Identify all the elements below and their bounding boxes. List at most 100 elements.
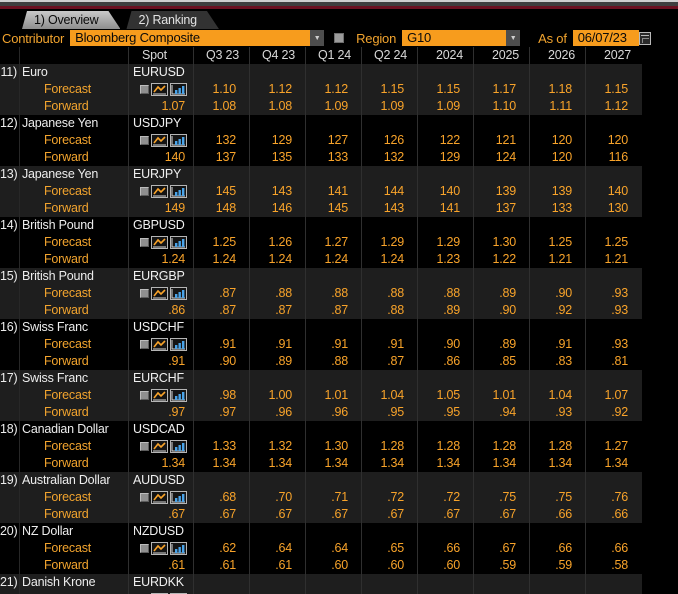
bar-chart-icon[interactable] bbox=[170, 134, 187, 147]
forecast-value: .90 bbox=[529, 285, 585, 302]
forecast-label-cell: Forecast bbox=[0, 234, 128, 251]
region-dropdown-button[interactable]: ▼ bbox=[506, 30, 521, 46]
select-checkbox-icon[interactable] bbox=[334, 33, 345, 43]
select-square-icon[interactable] bbox=[140, 391, 149, 400]
forecast-value: 1.28 bbox=[361, 438, 417, 455]
bar-chart-icon[interactable] bbox=[170, 83, 187, 96]
forecast-label-cell: Forecast bbox=[0, 132, 128, 149]
group-gutter bbox=[0, 353, 20, 370]
forward-value: 132 bbox=[361, 149, 417, 166]
empty-cell bbox=[305, 523, 361, 540]
line-chart-icon[interactable] bbox=[151, 83, 168, 96]
bar-chart-icon[interactable] bbox=[170, 338, 187, 351]
select-square-icon[interactable] bbox=[140, 544, 149, 553]
forward-value: 146 bbox=[249, 200, 305, 217]
asof-date-input[interactable]: 06/07/23 bbox=[572, 30, 639, 46]
region-input[interactable]: G10 bbox=[402, 30, 507, 46]
currency-name: British Pound bbox=[22, 269, 94, 283]
select-square-icon[interactable] bbox=[140, 85, 149, 94]
empty-cell bbox=[305, 166, 361, 183]
bar-chart-icon[interactable] bbox=[170, 185, 187, 198]
bar-chart-icon[interactable] bbox=[170, 440, 187, 453]
select-square-icon[interactable] bbox=[140, 340, 149, 349]
group-gutter bbox=[0, 149, 20, 166]
tab-overview[interactable]: 1) Overview bbox=[22, 11, 120, 29]
forecast-row: Forecast 132 129 127 126 122 121 120 120 bbox=[0, 132, 642, 149]
group-label-cell: 14) British Pound bbox=[0, 217, 128, 234]
forward-value: 1.34 bbox=[473, 455, 529, 472]
group-number: 14) bbox=[0, 217, 20, 234]
forecast-value: 1.10 bbox=[193, 81, 249, 98]
bar-chart-icon[interactable] bbox=[170, 236, 187, 249]
select-square-icon[interactable] bbox=[140, 238, 149, 247]
forecast-value: 1.27 bbox=[305, 234, 361, 251]
column-header-period: Q3 23 bbox=[193, 47, 249, 64]
empty-cell bbox=[417, 64, 473, 81]
line-chart-icon[interactable] bbox=[151, 185, 168, 198]
bar-chart-icon[interactable] bbox=[170, 287, 187, 300]
forward-value: 133 bbox=[305, 149, 361, 166]
empty-cell bbox=[585, 64, 641, 81]
line-chart-icon[interactable] bbox=[151, 134, 168, 147]
forward-row: Forward 1.34 1.34 1.34 1.34 1.34 1.34 1.34 1.34 1… bbox=[0, 455, 642, 472]
empty-cell bbox=[585, 166, 641, 183]
empty-cell bbox=[585, 370, 641, 387]
forecast-value: 140 bbox=[585, 183, 641, 200]
forward-label-cell: Forward bbox=[0, 404, 128, 421]
forward-value: .67 bbox=[417, 506, 473, 523]
forward-value: 141 bbox=[417, 200, 473, 217]
forward-value: .61 bbox=[193, 557, 249, 574]
empty-cell bbox=[417, 217, 473, 234]
select-square-icon[interactable] bbox=[140, 136, 149, 145]
empty-cell bbox=[305, 421, 361, 438]
line-chart-icon[interactable] bbox=[151, 491, 168, 504]
empty-cell bbox=[585, 319, 641, 336]
calendar-icon[interactable] bbox=[638, 31, 651, 45]
group-gutter bbox=[0, 132, 20, 149]
line-chart-icon[interactable] bbox=[151, 440, 168, 453]
group-label-cell: 21) Danish Krone bbox=[0, 574, 128, 591]
empty-cell bbox=[361, 166, 417, 183]
column-header-period: Q1 24 bbox=[305, 47, 361, 64]
forward-row: Forward .97.97.96.96.95.95.94.93.92 bbox=[0, 404, 642, 421]
select-square-icon[interactable] bbox=[140, 493, 149, 502]
pair-code: EURUSD bbox=[128, 64, 193, 81]
line-chart-icon[interactable] bbox=[151, 542, 168, 555]
empty-cell bbox=[529, 268, 585, 285]
contributor-dropdown-button[interactable]: ▼ bbox=[310, 30, 325, 46]
forecast-value: .88 bbox=[417, 285, 473, 302]
forward-label: Forward bbox=[44, 150, 89, 164]
forecast-icon-set bbox=[129, 540, 193, 557]
empty-cell bbox=[249, 370, 305, 387]
bar-chart-icon[interactable] bbox=[170, 389, 187, 402]
forecast-label: Forecast bbox=[44, 286, 92, 300]
tab-ranking[interactable]: 2) Ranking bbox=[126, 11, 218, 29]
empty-cell bbox=[249, 472, 305, 489]
empty-cell bbox=[417, 574, 473, 591]
contributor-input[interactable]: Bloomberg Composite bbox=[70, 30, 311, 46]
panel-grip-bar bbox=[0, 2, 678, 6]
group-number: 15) bbox=[0, 268, 20, 285]
forecast-tools-cell bbox=[128, 387, 193, 404]
window-top-strip bbox=[0, 0, 678, 9]
forward-value: .86 bbox=[417, 353, 473, 370]
empty-cell bbox=[417, 472, 473, 489]
forward-label: Forward bbox=[44, 405, 89, 419]
select-square-icon[interactable] bbox=[140, 442, 149, 451]
empty-cell bbox=[249, 217, 305, 234]
bar-chart-icon[interactable] bbox=[170, 542, 187, 555]
forward-value: .67 bbox=[249, 506, 305, 523]
line-chart-icon[interactable] bbox=[151, 389, 168, 402]
forecast-row: Forecast 1.25 1.26 1.27 1.29 1.29 1.30 1.25 1.25 bbox=[0, 234, 642, 251]
forward-label: Forward bbox=[44, 303, 89, 317]
forward-value: .89 bbox=[249, 353, 305, 370]
line-chart-icon[interactable] bbox=[151, 236, 168, 249]
bar-chart-icon[interactable] bbox=[170, 491, 187, 504]
forward-label: Forward bbox=[44, 354, 89, 368]
forward-value: .90 bbox=[473, 302, 529, 319]
select-square-icon[interactable] bbox=[140, 187, 149, 196]
forecast-row: Forecast .98 1.00 1.01 1.04 1.05 1.01 1.04 1.07 bbox=[0, 387, 642, 404]
line-chart-icon[interactable] bbox=[151, 338, 168, 351]
line-chart-icon[interactable] bbox=[151, 287, 168, 300]
select-square-icon[interactable] bbox=[140, 289, 149, 298]
